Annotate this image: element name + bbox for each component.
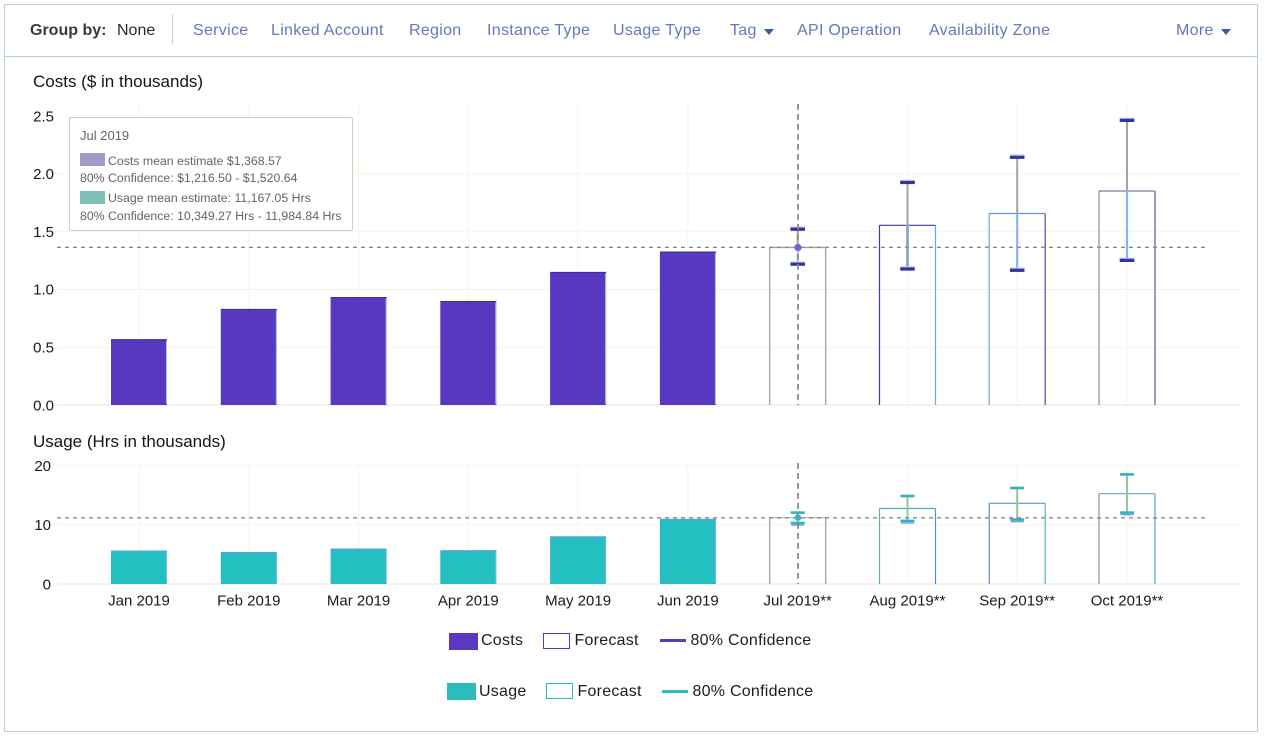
svg-text:2.5: 2.5 — [33, 108, 54, 125]
svg-text:May 2019: May 2019 — [545, 593, 611, 610]
svg-text:1.5: 1.5 — [33, 224, 54, 241]
svg-text:Feb 2019: Feb 2019 — [217, 593, 280, 610]
svg-text:10: 10 — [34, 517, 51, 534]
svg-text:Apr 2019: Apr 2019 — [438, 593, 499, 610]
svg-text:0: 0 — [43, 576, 51, 593]
svg-text:Oct 2019**: Oct 2019** — [1091, 593, 1164, 610]
svg-text:0.0: 0.0 — [33, 397, 54, 414]
svg-text:Aug 2019**: Aug 2019** — [870, 593, 946, 610]
svg-text:Mar 2019: Mar 2019 — [327, 593, 390, 610]
svg-text:0.5: 0.5 — [33, 340, 54, 357]
svg-text:Jul 2019**: Jul 2019** — [764, 593, 833, 610]
svg-text:2.0: 2.0 — [33, 166, 54, 183]
svg-text:Jan 2019: Jan 2019 — [108, 593, 170, 610]
svg-text:Sep 2019**: Sep 2019** — [979, 593, 1055, 610]
svg-text:20: 20 — [34, 458, 51, 475]
svg-text:Jun 2019: Jun 2019 — [657, 593, 719, 610]
svg-text:1.0: 1.0 — [33, 282, 54, 299]
